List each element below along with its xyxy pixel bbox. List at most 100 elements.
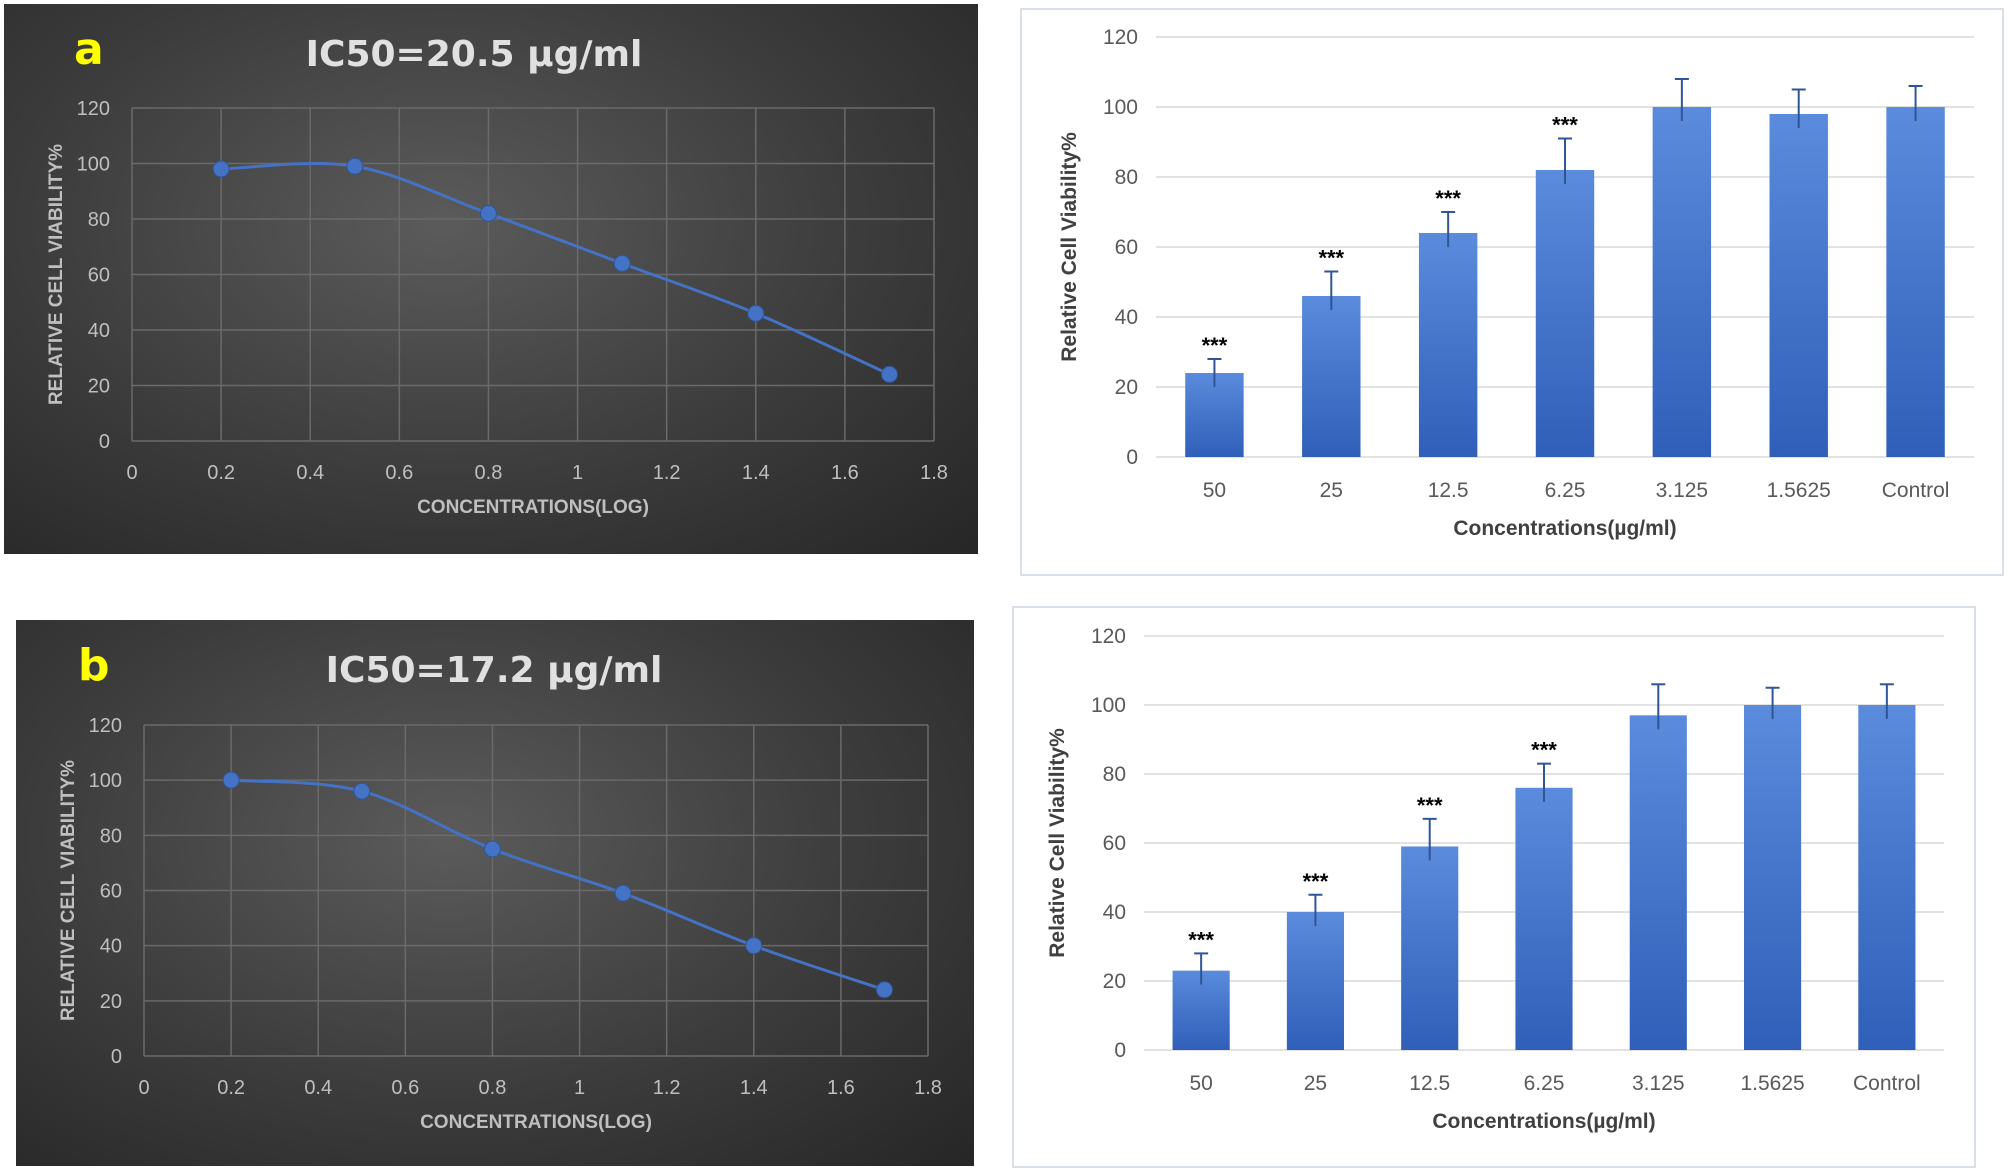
y-tick-label: 20: [100, 991, 122, 1013]
x-tick-label: 6.25: [1545, 479, 1586, 502]
y-axis-label: Relative Cell Viability%: [1046, 728, 1069, 958]
y-tick-label: 80: [100, 825, 122, 847]
data-point: [222, 771, 240, 789]
x-tick-label: 0.4: [296, 462, 324, 484]
significance-label: ***: [1318, 246, 1344, 271]
y-tick-label: 80: [88, 209, 110, 231]
y-tick-label: 100: [77, 154, 110, 176]
bar-chart-a: 0 20 40 60 80 100 120 *** 50 *** 25 *** 12.5 *** 6.25 3…: [1058, 26, 1974, 540]
y-tick-label: 60: [100, 881, 122, 903]
x-tick-label: 1.8: [920, 462, 948, 484]
bar: [1769, 114, 1828, 457]
significance-label: ***: [1303, 869, 1329, 894]
x-tick-label: 1.5625: [1767, 479, 1831, 502]
bar-panel-a: 0 20 40 60 80 100 120 *** 50 *** 25 *** 12.5 *** 6.25 3…: [1020, 8, 2004, 576]
data-point: [875, 981, 893, 999]
y-tick-label: 120: [1091, 625, 1126, 648]
y-tick-label: 20: [88, 376, 110, 398]
x-axis-label: Concentrations(µg/ml): [1432, 1110, 1655, 1133]
x-tick-label: 3.125: [1632, 1072, 1685, 1095]
y-tick-label: 20: [1103, 970, 1126, 993]
x-axis-label: Concentrations(µg/ml): [1453, 517, 1676, 540]
bar: [1652, 107, 1712, 457]
data-point: [745, 937, 763, 955]
x-tick-label: 3.125: [1656, 479, 1709, 502]
bar: [1286, 912, 1344, 1050]
y-tick-label: 100: [1103, 96, 1138, 119]
x-tick-label: 1.2: [653, 1077, 681, 1099]
y-tick-label: 120: [77, 98, 110, 120]
y-tick-label: 0: [111, 1046, 122, 1068]
bar: [1858, 705, 1916, 1050]
bar: [1629, 715, 1687, 1050]
x-tick-label: 1: [572, 462, 583, 484]
y-tick-label: 60: [1115, 236, 1138, 259]
x-tick-label: 25: [1304, 1072, 1327, 1095]
data-point: [346, 157, 364, 175]
x-tick-label: 1.2: [653, 462, 681, 484]
bar: [1535, 170, 1595, 457]
series-line: [221, 162, 891, 376]
data-point: [880, 365, 898, 383]
y-tick-label: 60: [1103, 832, 1126, 855]
x-tick-label: 1.6: [827, 1077, 855, 1099]
y-tick-label: 120: [1103, 26, 1138, 49]
y-tick-label: 0: [1114, 1039, 1126, 1062]
y-tick-label: 0: [1126, 446, 1138, 469]
x-tick-label: 12.5: [1409, 1072, 1450, 1095]
x-tick-label: 0.6: [385, 462, 413, 484]
data-point: [353, 782, 371, 800]
x-tick-label: 50: [1189, 1072, 1212, 1095]
x-tick-label: 1.8: [914, 1077, 942, 1099]
y-tick-label: 80: [1103, 763, 1126, 786]
data-point: [483, 840, 501, 858]
significance-label: ***: [1552, 113, 1578, 138]
x-tick-label: 0.2: [207, 462, 235, 484]
x-tick-label: 0.6: [391, 1077, 419, 1099]
x-tick-label: 25: [1320, 479, 1343, 502]
chart-title: IC50=17.2 µg/ml: [326, 650, 663, 691]
y-axis-label: RELATIVE CELL VIABILITY%: [46, 144, 67, 405]
x-tick-label: 6.25: [1524, 1072, 1565, 1095]
bar: [1886, 107, 1945, 457]
x-tick-label: Control: [1853, 1072, 1921, 1095]
line-chart-b: b IC50=17.2 µg/ml 0 20 40 60 80 100 120 0 0.2 0.4 0.…: [58, 640, 942, 1133]
bar-panel-b: 0 20 40 60 80 100 120 *** 50 *** 25 *** 12.5 *** 6.25 3…: [1012, 606, 1976, 1168]
data-point: [479, 204, 497, 222]
x-tick-label: 1.4: [742, 462, 770, 484]
panel-letter: a: [74, 24, 104, 75]
data-point: [613, 254, 631, 272]
y-tick-label: 40: [88, 320, 110, 342]
bar: [1515, 787, 1573, 1050]
y-tick-label: 40: [1103, 901, 1126, 924]
x-axis-label: CONCENTRATIONS(LOG): [420, 1112, 652, 1133]
bar: [1418, 233, 1478, 457]
significance-label: ***: [1417, 793, 1443, 818]
x-tick-label: Control: [1882, 479, 1950, 502]
x-tick-label: 1.4: [740, 1077, 768, 1099]
x-tick-label: 0.4: [304, 1077, 332, 1099]
y-axis-label: RELATIVE CELL VIABILITY%: [58, 760, 79, 1021]
x-tick-label: 0.8: [479, 1077, 507, 1099]
y-tick-label: 60: [88, 265, 110, 287]
bar: [1401, 846, 1459, 1050]
bar-chart-b: 0 20 40 60 80 100 120 *** 50 *** 25 *** 12.5 *** 6.25 3…: [1046, 625, 1944, 1133]
x-tick-label: 0.2: [217, 1077, 245, 1099]
y-tick-label: 40: [1115, 306, 1138, 329]
series-line: [230, 778, 885, 992]
significance-label: ***: [1202, 333, 1228, 358]
chart-title: IC50=20.5 µg/ml: [306, 34, 643, 75]
significance-label: ***: [1435, 186, 1461, 211]
bar: [1302, 296, 1361, 457]
data-point: [614, 884, 632, 902]
line-chart-a: a IC50=20.5 µg/ml 0 20 40 60 80 100 120 0 0.2 0.4 0.…: [46, 24, 948, 518]
x-tick-label: 1.6: [831, 462, 859, 484]
data-point: [212, 160, 230, 178]
significance-label: ***: [1531, 738, 1557, 763]
x-tick-label: 0: [126, 462, 137, 484]
data-point: [747, 304, 765, 322]
x-axis-label: CONCENTRATIONS(LOG): [417, 497, 649, 518]
y-tick-label: 0: [99, 431, 110, 453]
y-axis-label: Relative Cell Viability%: [1058, 132, 1081, 362]
y-tick-label: 120: [89, 715, 122, 737]
